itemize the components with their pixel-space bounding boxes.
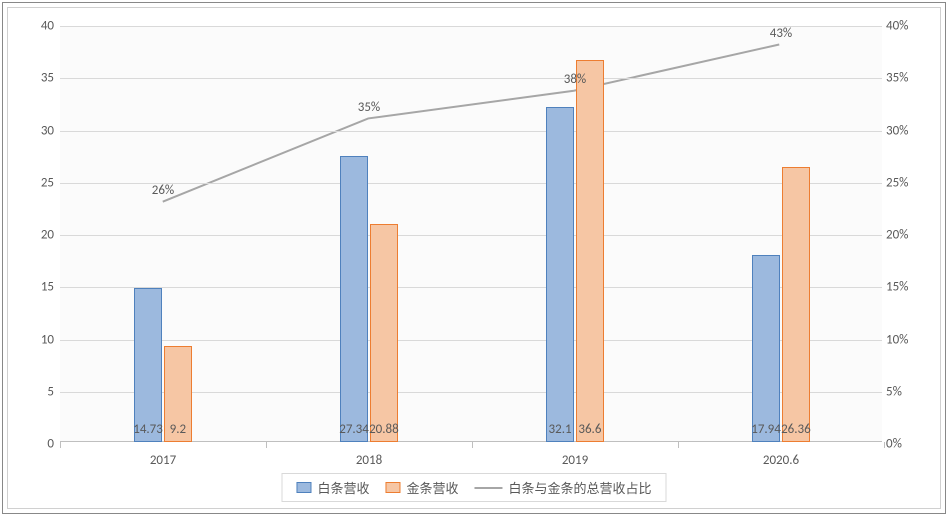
y-left-tick-label: 25 xyxy=(24,175,54,190)
legend-item: 白条营收 xyxy=(296,478,369,497)
bar-baitiao: 32.1 xyxy=(546,107,574,442)
legend-swatch xyxy=(385,482,400,493)
ratio-line xyxy=(163,44,780,201)
x-tick xyxy=(678,442,679,448)
bar-value-label: 27.34 xyxy=(339,422,369,437)
y-left-tick-label: 10 xyxy=(24,332,54,347)
y-right-tick-label: 40% xyxy=(886,19,926,34)
bar-value-label: 9.2 xyxy=(170,422,186,437)
plot-area: 00%55%1010%1515%2020%2525%3030%3535%4040… xyxy=(60,26,882,442)
y-left-tick-label: 5 xyxy=(24,384,54,399)
grid-line xyxy=(60,183,882,184)
legend-item: 白条与金条的总营收占比 xyxy=(475,478,652,497)
legend-label: 白条营收 xyxy=(317,478,369,497)
x-tick-label: 2018 xyxy=(356,453,382,468)
legend-label: 白条与金条的总营收占比 xyxy=(509,478,652,497)
bar-value-label: 17.94 xyxy=(751,422,781,437)
line-value-label: 35% xyxy=(358,100,380,115)
line-value-label: 43% xyxy=(770,26,792,41)
line-value-label: 38% xyxy=(564,72,586,87)
bar-jintiao: 36.6 xyxy=(576,60,604,442)
bar-baitiao: 14.73 xyxy=(134,288,162,442)
bar-jintiao: 20.88 xyxy=(370,224,398,442)
x-tick xyxy=(60,442,61,448)
x-tick xyxy=(266,442,267,448)
x-tick-label: 2020.6 xyxy=(763,453,799,468)
grid-line xyxy=(60,78,882,79)
legend-line-swatch xyxy=(475,487,503,489)
y-left-tick-label: 40 xyxy=(24,19,54,34)
grid-line xyxy=(60,235,882,236)
chart-frame: 0 0% 5 5% 10 10% 15 15% 20 20% 25 25% 30 30% 35 35% 40 40… xyxy=(7,7,941,509)
y-right-tick-label: 5% xyxy=(886,384,926,399)
y-right-tick-label: 35% xyxy=(886,71,926,86)
y-right-tick-label: 0% xyxy=(886,437,926,452)
y-right-tick-label: 30% xyxy=(886,123,926,138)
y-right-tick-label: 25% xyxy=(886,175,926,190)
line-value-label: 26% xyxy=(152,183,174,198)
y-left-tick-label: 30 xyxy=(24,123,54,138)
y-right-tick-label: 10% xyxy=(886,332,926,347)
bar-jintiao: 9.2 xyxy=(164,346,192,442)
bar-jintiao: 26.36 xyxy=(782,167,810,442)
y-left-tick-label: 0 xyxy=(24,437,54,452)
bar-value-label: 20.88 xyxy=(369,422,399,437)
bar-value-label: 26.36 xyxy=(781,422,811,437)
x-tick xyxy=(884,442,885,448)
legend: 白条营收 金条营收 白条与金条的总营收占比 xyxy=(281,473,666,502)
grid-line xyxy=(60,26,882,27)
x-tick-label: 2019 xyxy=(562,453,588,468)
y-left-tick-label: 35 xyxy=(24,71,54,86)
grid-line xyxy=(60,131,882,132)
y-right-tick-label: 20% xyxy=(886,228,926,243)
chart-container: 0 0% 5 5% 10 10% 15 15% 20 20% 25 25% 30 30% 35 35% 40 40… xyxy=(2,2,946,514)
bar-baitiao: 27.34 xyxy=(340,156,368,442)
legend-item: 金条营收 xyxy=(385,478,458,497)
bar-value-label: 32.1 xyxy=(549,422,572,437)
legend-swatch xyxy=(296,482,311,493)
x-tick xyxy=(472,442,473,448)
y-left-tick-label: 20 xyxy=(24,228,54,243)
bar-value-label: 14.73 xyxy=(133,422,163,437)
bar-value-label: 36.6 xyxy=(578,422,601,437)
legend-label: 金条营收 xyxy=(406,478,458,497)
bar-baitiao: 17.94 xyxy=(752,255,780,442)
y-right-tick-label: 15% xyxy=(886,280,926,295)
x-tick-label: 2017 xyxy=(150,453,176,468)
y-left-tick-label: 15 xyxy=(24,280,54,295)
